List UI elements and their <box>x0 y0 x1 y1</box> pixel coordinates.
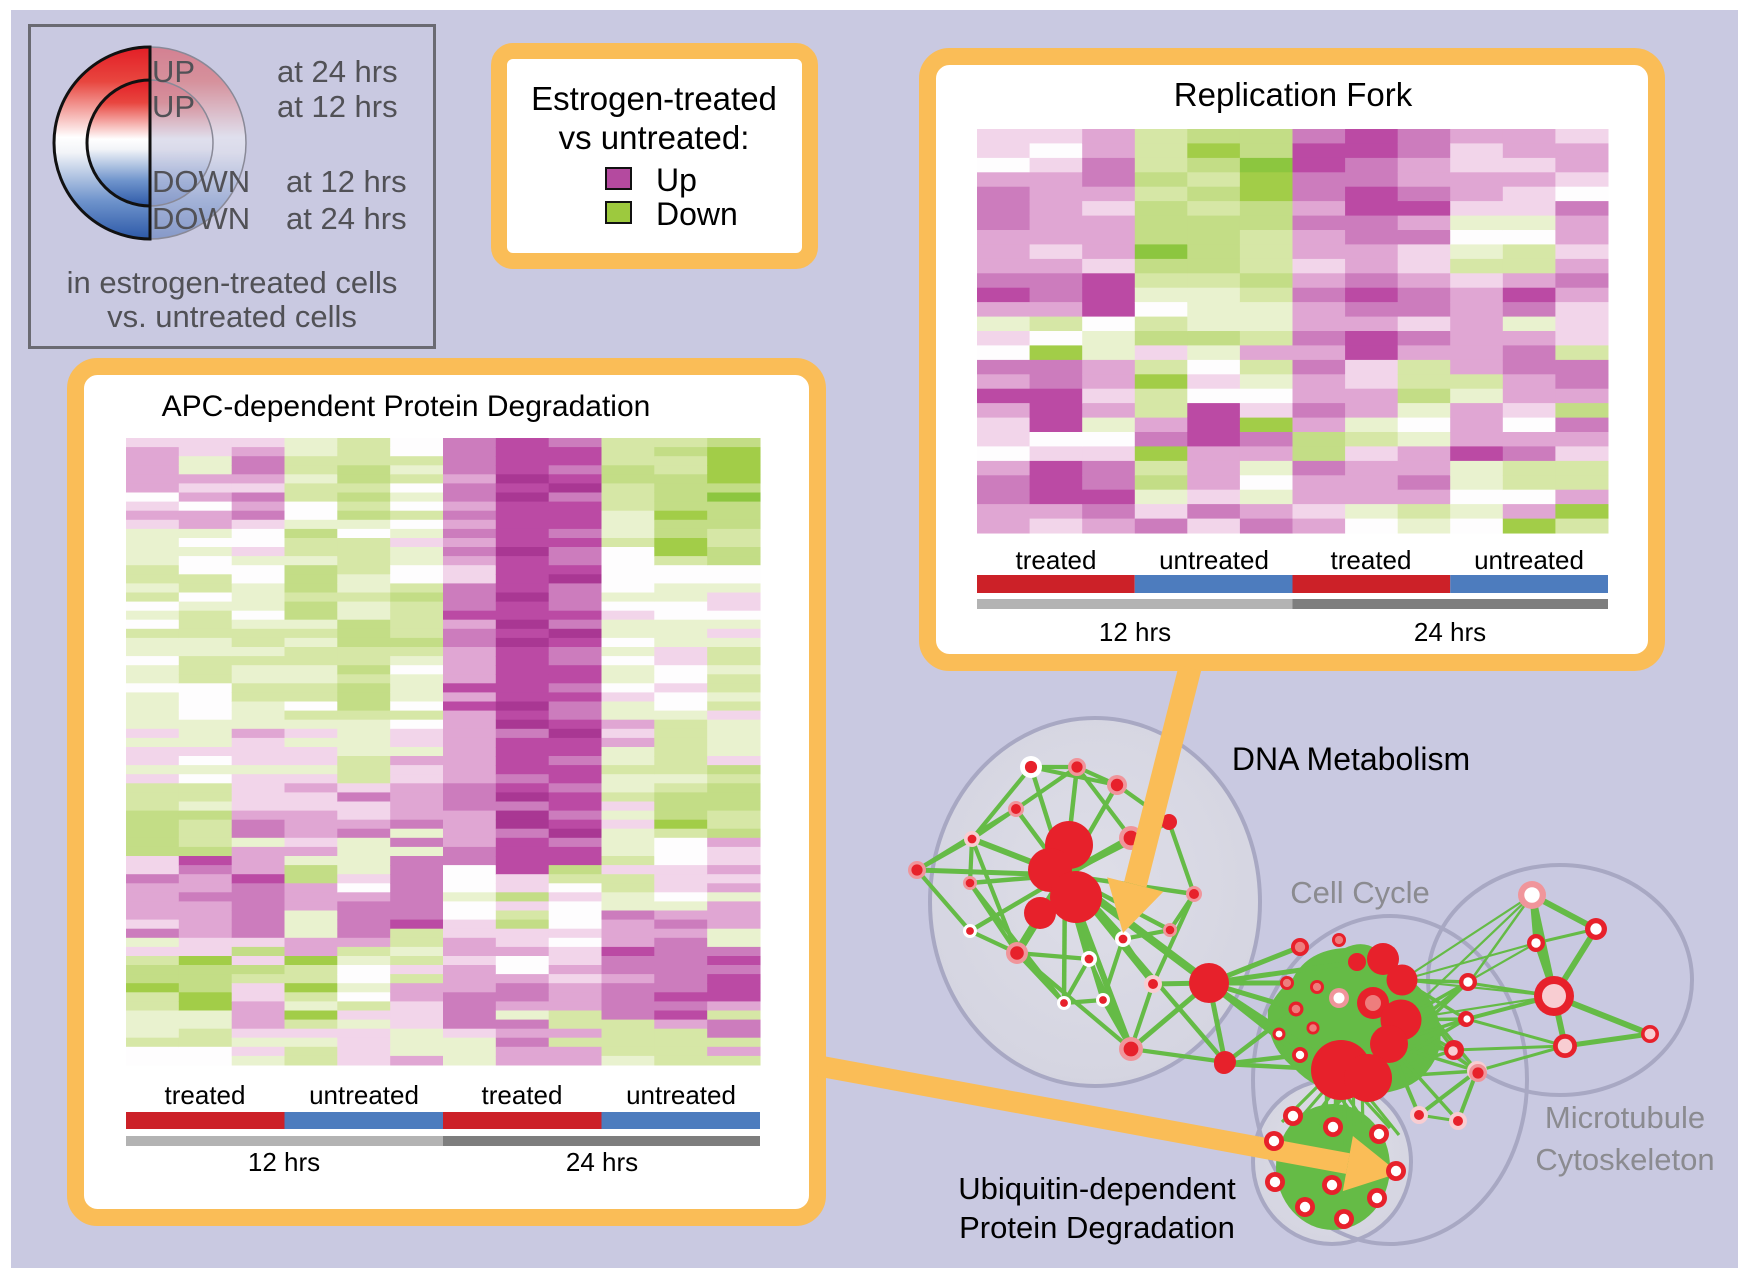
svg-text:Cytoskeleton: Cytoskeleton <box>1535 1142 1714 1177</box>
svg-text:at 12 hrs: at 12 hrs <box>277 89 398 124</box>
svg-text:Estrogen-treated: Estrogen-treated <box>531 80 777 117</box>
svg-text:24 hrs: 24 hrs <box>566 1147 638 1177</box>
svg-text:24 hrs: 24 hrs <box>1414 617 1486 647</box>
svg-text:DNA Metabolism: DNA Metabolism <box>1232 741 1470 777</box>
svg-text:untreated: untreated <box>1474 545 1584 575</box>
svg-text:untreated: untreated <box>626 1080 736 1110</box>
svg-text:at 24 hrs: at 24 hrs <box>277 54 398 89</box>
svg-text:UP: UP <box>152 54 195 89</box>
svg-text:vs untreated:: vs untreated: <box>559 119 750 156</box>
svg-text:at 12 hrs: at 12 hrs <box>286 164 407 199</box>
svg-text:Cell Cycle: Cell Cycle <box>1290 875 1430 910</box>
svg-text:at 24 hrs: at 24 hrs <box>286 201 407 236</box>
svg-text:in estrogen-treated cells: in estrogen-treated cells <box>67 265 398 300</box>
svg-text:Replication Fork: Replication Fork <box>1174 76 1413 113</box>
svg-text:treated: treated <box>1331 545 1412 575</box>
svg-text:treated: treated <box>482 1080 563 1110</box>
svg-text:Microtubule: Microtubule <box>1545 1100 1705 1135</box>
svg-text:12 hrs: 12 hrs <box>1099 617 1171 647</box>
svg-text:APC-dependent Protein Degradat: APC-dependent Protein Degradation <box>162 390 651 423</box>
svg-text:Protein Degradation: Protein Degradation <box>959 1210 1235 1245</box>
svg-text:Up: Up <box>656 162 697 198</box>
svg-text:UP: UP <box>152 89 195 124</box>
svg-text:Ubiquitin-dependent: Ubiquitin-dependent <box>958 1171 1236 1206</box>
svg-text:untreated: untreated <box>1159 545 1269 575</box>
svg-text:DOWN: DOWN <box>152 201 250 236</box>
svg-text:vs. untreated cells: vs. untreated cells <box>107 299 357 334</box>
svg-text:12 hrs: 12 hrs <box>248 1147 320 1177</box>
svg-text:Down: Down <box>656 196 738 232</box>
svg-text:treated: treated <box>165 1080 246 1110</box>
svg-text:DOWN: DOWN <box>152 164 250 199</box>
svg-text:treated: treated <box>1016 545 1097 575</box>
svg-text:untreated: untreated <box>309 1080 419 1110</box>
